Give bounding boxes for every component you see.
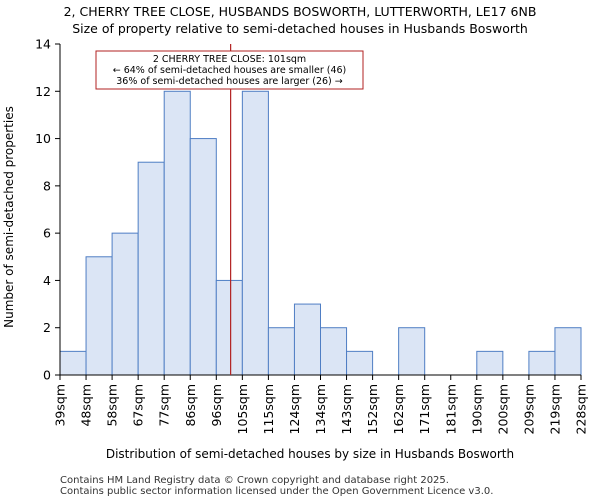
- bar-143sqm: [346, 350, 374, 376]
- bar-115sqm: [267, 327, 295, 376]
- x-tick-label: 162sqm: [391, 384, 406, 434]
- x-tick-label: 181sqm: [443, 384, 458, 434]
- y-axis-ticks: 0 2 4 6 8 10 12 14: [35, 37, 60, 383]
- x-tick-label: 190sqm: [469, 384, 484, 434]
- chart-title: 2, CHERRY TREE CLOSE, HUSBANDS BOSWORTH,…: [64, 4, 537, 19]
- bar-58sqm: [111, 232, 139, 376]
- bar-190sqm: [476, 350, 504, 376]
- x-axis-label: Distribution of semi-detached houses by …: [106, 447, 514, 461]
- bar-86sqm: [189, 138, 217, 376]
- x-tick-label: 200sqm: [495, 384, 510, 434]
- y-axis-label: Number of semi-detached properties: [2, 106, 16, 328]
- bar-219sqm: [554, 327, 582, 376]
- annotation-line-1: 2 CHERRY TREE CLOSE: 101sqm: [153, 54, 306, 65]
- x-tick-label: 58sqm: [105, 384, 120, 427]
- bar-209sqm: [528, 350, 556, 376]
- y-tick-label: 4: [43, 273, 51, 288]
- y-tick-label: 6: [43, 226, 51, 241]
- x-tick-label: 105sqm: [235, 384, 250, 434]
- bar-162sqm: [398, 327, 426, 376]
- bar-67sqm: [137, 161, 165, 376]
- x-tick-label: 134sqm: [313, 384, 328, 434]
- bar-39sqm: [59, 350, 87, 376]
- y-tick-label: 2: [43, 320, 51, 335]
- annotation-box: [95, 50, 364, 90]
- annotation-line-2: ← 64% of semi-detached houses are smalle…: [113, 65, 347, 76]
- x-tick-label: 171sqm: [417, 384, 432, 434]
- footer-line-2: Contains public sector information licen…: [60, 486, 493, 497]
- x-tick-label: 152sqm: [365, 384, 380, 434]
- chart-subtitle: Size of property relative to semi-detach…: [72, 21, 528, 36]
- y-tick-label: 0: [43, 368, 51, 383]
- y-tick-label: 12: [35, 84, 51, 99]
- x-tick-label: 39sqm: [53, 384, 68, 427]
- annotation-line-3: 36% of semi-detached houses are larger (…: [116, 76, 343, 87]
- bar-134sqm: [320, 327, 348, 376]
- x-tick-label: 228sqm: [574, 384, 589, 434]
- x-tick-label: 67sqm: [131, 384, 146, 427]
- x-tick-label: 96sqm: [209, 384, 224, 427]
- x-tick-label: 219sqm: [547, 384, 562, 434]
- y-tick-label: 10: [35, 131, 51, 146]
- x-axis-ticks: 39sqm 48sqm 58sqm 67sqm 77sqm 86sqm 96sqm 105sq…: [53, 375, 589, 434]
- y-tick-label: 8: [43, 178, 51, 193]
- bar-105sqm: [241, 90, 269, 376]
- x-tick-label: 124sqm: [287, 384, 302, 434]
- bar-96sqm: [215, 279, 243, 376]
- x-tick-label: 48sqm: [79, 384, 94, 427]
- y-tick-label: 14: [35, 37, 51, 52]
- footer-line-1: Contains HM Land Registry data © Crown c…: [60, 475, 449, 486]
- x-tick-label: 77sqm: [157, 384, 172, 427]
- bars-group: [59, 90, 582, 376]
- bar-77sqm: [163, 90, 191, 376]
- bar-124sqm: [293, 303, 322, 376]
- x-tick-label: 209sqm: [521, 384, 536, 434]
- x-tick-label: 143sqm: [339, 384, 354, 434]
- x-tick-label: 115sqm: [261, 384, 276, 434]
- x-tick-label: 86sqm: [183, 384, 198, 427]
- bar-48sqm: [85, 256, 113, 376]
